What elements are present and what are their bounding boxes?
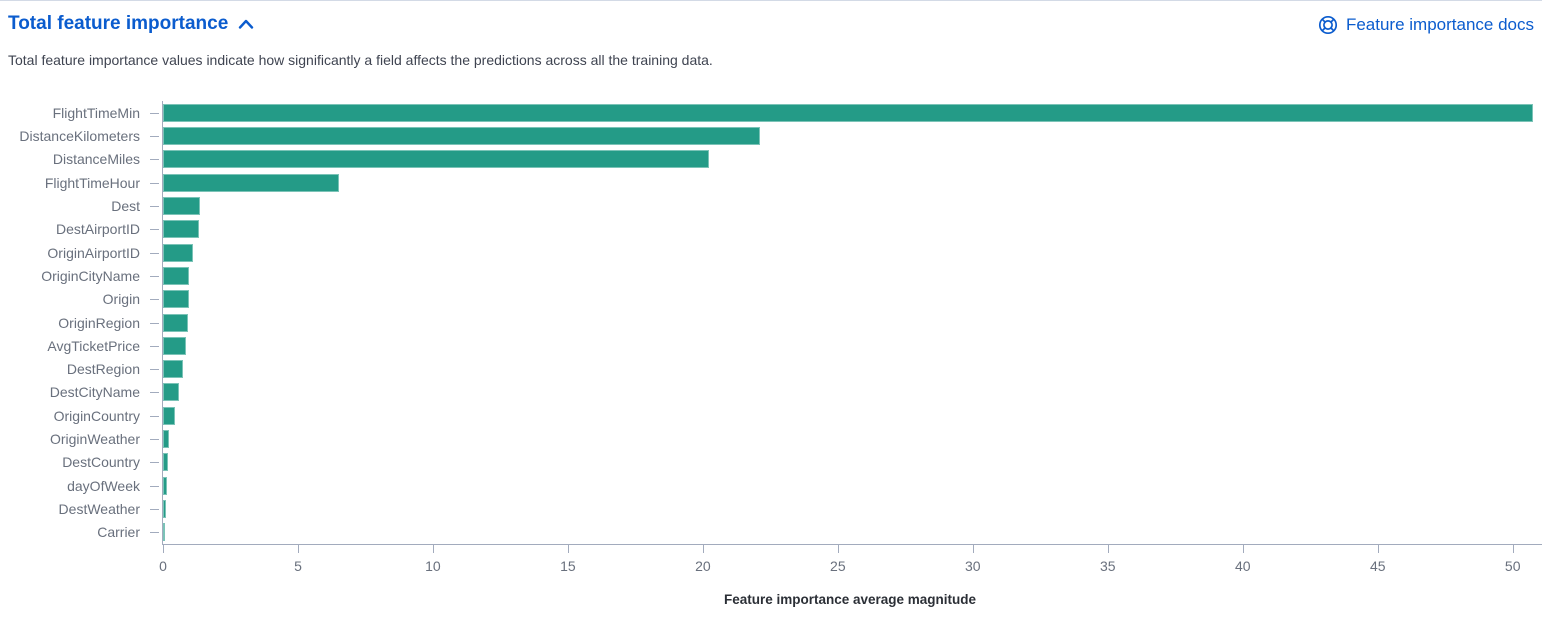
- bar[interactable]: [163, 453, 169, 472]
- x-axis-tick: [1107, 545, 1109, 553]
- x-axis-tick-label: 45: [1369, 558, 1386, 574]
- y-axis-tick: [150, 182, 159, 184]
- bar[interactable]: [163, 313, 188, 332]
- y-axis-label: FlightTimeMin: [52, 104, 140, 121]
- x-axis-tick: [1512, 545, 1514, 553]
- x-axis-line: [162, 544, 1542, 545]
- x-axis-tick: [297, 545, 299, 553]
- y-axis-label: DestCityName: [49, 384, 140, 401]
- y-axis-label: OriginRegion: [58, 314, 140, 331]
- bar[interactable]: [163, 126, 760, 145]
- y-axis-label: dayOfWeek: [67, 477, 140, 494]
- x-axis-tick: [702, 545, 704, 553]
- x-axis-tick: [1242, 545, 1244, 553]
- y-axis-label: Dest: [111, 197, 140, 214]
- y-axis-tick: [150, 135, 159, 137]
- x-axis-tick-label: 0: [159, 558, 167, 574]
- y-axis-label: AvgTicketPrice: [47, 337, 140, 354]
- y-axis-tick: [150, 415, 159, 417]
- y-axis-tick: [150, 485, 159, 487]
- bar[interactable]: [163, 500, 167, 519]
- bar[interactable]: [163, 383, 180, 402]
- docs-link-label: Feature importance docs: [1345, 15, 1534, 34]
- y-axis-label: OriginAirportID: [47, 244, 140, 261]
- feature-importance-chart: Feature importance average magnitude Fli…: [0, 96, 1542, 618]
- x-axis-tick: [1377, 545, 1379, 553]
- y-axis-label: DestAirportID: [55, 221, 140, 238]
- y-axis-label: Origin: [102, 291, 140, 308]
- feature-importance-docs-link[interactable]: Feature importance docs: [1318, 15, 1534, 35]
- x-axis-tick: [837, 545, 839, 553]
- panel-title: Total feature importance: [8, 13, 229, 34]
- bar[interactable]: [163, 406, 176, 425]
- bar[interactable]: [163, 360, 183, 379]
- x-axis-tick-label: 40: [1234, 558, 1251, 574]
- x-axis-tick: [163, 545, 164, 553]
- y-axis-tick: [150, 205, 159, 207]
- y-axis-line: [162, 101, 163, 544]
- y-axis-tick: [150, 252, 159, 254]
- x-axis-tick: [432, 545, 434, 553]
- y-axis-tick: [150, 509, 159, 511]
- y-axis-tick: [150, 159, 159, 161]
- bar[interactable]: [163, 430, 169, 449]
- y-axis-tick: [150, 112, 159, 114]
- y-axis-tick: [150, 392, 159, 394]
- bar[interactable]: [163, 173, 339, 192]
- y-axis-label: FlightTimeHour: [44, 174, 140, 191]
- x-axis-tick: [567, 545, 569, 553]
- y-axis-label: DestWeather: [58, 501, 140, 518]
- y-axis-tick: [150, 345, 159, 347]
- x-axis-tick-label: 25: [830, 558, 846, 574]
- y-axis-label: Carrier: [97, 524, 140, 541]
- y-axis-tick: [150, 275, 159, 277]
- x-axis-tick-label: 10: [425, 558, 441, 574]
- y-axis-label: DistanceMiles: [52, 151, 140, 168]
- x-axis-tick-label: 35: [1099, 558, 1116, 574]
- x-axis-tick-label: 15: [560, 558, 576, 574]
- y-axis-tick: [150, 439, 159, 441]
- bar[interactable]: [163, 476, 168, 495]
- chevron-up-icon: [238, 19, 254, 29]
- y-axis-label: OriginCountry: [53, 407, 140, 424]
- x-axis-tick-label: 30: [965, 558, 981, 574]
- y-axis-label: DestRegion: [66, 361, 140, 378]
- life-ring-icon: [1318, 15, 1338, 35]
- bar[interactable]: [163, 196, 200, 215]
- y-axis-label: DestCountry: [62, 454, 140, 471]
- total-feature-importance-toggle[interactable]: Total feature importance: [8, 13, 254, 35]
- bar[interactable]: [163, 336, 187, 355]
- y-axis-tick: [150, 229, 159, 231]
- x-axis-tick-label: 20: [695, 558, 711, 574]
- x-axis-tick-label: 5: [294, 558, 302, 574]
- y-axis-label: DistanceKilometers: [19, 127, 140, 144]
- panel-description: Total feature importance values indicate…: [8, 52, 713, 68]
- y-axis-label: OriginWeather: [49, 431, 140, 448]
- y-axis-tick: [150, 462, 159, 464]
- y-axis-tick: [150, 299, 159, 301]
- bar[interactable]: [163, 290, 189, 309]
- x-axis-tick-label: 50: [1504, 558, 1521, 574]
- x-axis-tick: [972, 545, 974, 553]
- bar[interactable]: [163, 220, 199, 239]
- x-axis-title: Feature importance average magnitude: [723, 592, 977, 607]
- y-axis-tick: [150, 532, 159, 534]
- bar[interactable]: [163, 243, 193, 262]
- y-axis-tick: [150, 369, 159, 371]
- y-axis-tick: [150, 322, 159, 324]
- bar[interactable]: [163, 523, 165, 542]
- bar[interactable]: [163, 150, 709, 169]
- bar[interactable]: [163, 103, 1534, 122]
- y-axis-label: OriginCityName: [41, 267, 140, 284]
- bar[interactable]: [163, 266, 190, 285]
